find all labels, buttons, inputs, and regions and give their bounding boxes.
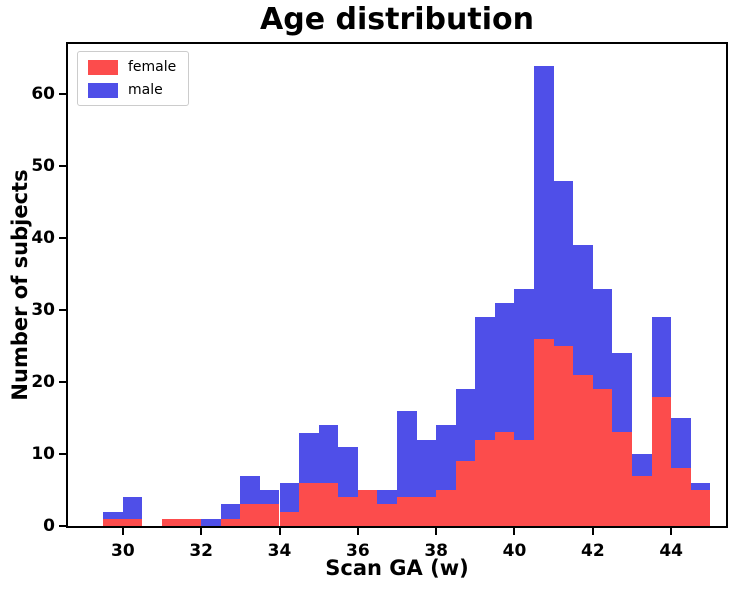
bar-segment-female [338,497,358,526]
x-tick-mark [200,528,203,535]
y-tick-label: 40 [31,228,55,249]
bar-segment-male [455,389,476,462]
bar-segment-female [592,389,613,526]
bar-segment-female [475,439,495,526]
bar-segment-female [416,497,437,526]
bar-segment-female [671,468,691,526]
bar-segment-male [475,317,495,440]
bar-segment-male [299,432,319,483]
bar-segment-male [494,303,515,433]
bar-segment-male [377,490,397,505]
y-tick-label: 10 [31,444,55,465]
y-tick-label: 0 [43,516,55,536]
bar-segment-female [357,490,378,526]
bar-segment-male [201,518,221,526]
legend: female male [77,51,190,106]
bar-segment-male [259,490,280,505]
y-tick-label: 30 [31,300,55,321]
x-tick-mark [278,528,281,535]
bar-segment-female [651,396,672,526]
bar-segment-female [259,504,280,526]
bar-segment-female [299,482,319,526]
bar-segment-female [279,511,300,526]
bar-segment-male [416,439,437,498]
y-tick-label: 60 [31,84,55,105]
bar-segment-female [240,504,260,526]
legend-label-male: male [128,82,163,98]
bar-segment-male [690,482,711,491]
y-tick-label: 20 [31,372,55,393]
bar-segment-male [103,511,123,519]
x-tick-label: 38 [424,541,448,561]
bar-segment-female [553,346,574,526]
bar-segment-female [122,518,143,526]
x-tick-label: 42 [580,541,605,561]
y-axis-label: Number of subjects [8,169,32,401]
bar-segment-male [397,410,417,498]
bar-segment-male [632,454,652,476]
bar-segment-female [612,432,632,526]
x-tick-mark [121,528,124,535]
x-tick-mark [670,528,673,535]
bar-segment-female [103,518,123,526]
bar-segment-male [573,245,593,375]
bar-segment-female [573,374,593,526]
bar-segment-female [690,490,711,526]
bar-segment-male [553,180,574,347]
y-tick-mark [59,93,66,96]
y-tick-label: 50 [31,156,55,177]
bar-segment-male [318,425,339,483]
legend-swatch-male [88,82,118,98]
bar-segment-male [592,288,613,390]
bar-segment-male [338,446,358,498]
bar-segment-male [220,504,241,519]
y-tick-mark [59,453,66,456]
x-tick-label: 32 [189,541,213,561]
x-tick-label: 36 [345,541,370,561]
bar-segment-male [514,288,535,440]
legend-label-female: female [128,59,177,75]
y-tick-mark [59,381,66,384]
y-tick-mark [59,525,66,527]
x-tick-mark [435,528,438,535]
x-tick-mark [591,528,594,535]
x-tick-label: 40 [502,541,527,561]
bar-segment-female [220,518,241,526]
x-tick-label: 34 [267,541,292,561]
x-axis-label: Scan GA (w) [325,556,469,580]
y-tick-mark [59,309,66,312]
bar-segment-male [436,425,456,491]
legend-entry-male: male [88,82,176,98]
y-tick-mark [59,237,66,240]
chart-title: Age distribution [260,2,534,37]
plot-area: female male 30 32 34 36 38 40 42 44 0 10 20 30 40 50 6… [31,42,728,561]
bar-segment-female [455,461,476,526]
bar-segment-female [397,497,417,526]
bar-segment-female [318,482,339,526]
x-tick-label: 30 [110,541,135,561]
legend-entry-female: female [88,59,176,75]
bar-segment-male [651,317,672,397]
x-tick-mark [513,528,516,535]
bar-segment-female [494,432,515,526]
bar-segment-female [436,490,456,526]
legend-swatch-female [88,59,118,75]
bar-segment-male [671,418,691,469]
y-tick-mark [59,165,66,168]
bar-segment-female [534,338,554,526]
bar-segment-male [534,65,554,339]
bar-segment-male [279,482,300,512]
bar-segment-female [181,518,202,526]
x-tick-mark [356,528,359,535]
bar-segment-female [162,518,182,526]
bar-segment-female [632,475,652,526]
bar-segment-male [612,353,632,433]
x-tick-label: 44 [659,541,683,561]
bar-segment-female [514,439,535,526]
bar-segment-female [377,504,397,526]
bar-segment-male [122,497,143,519]
bar-segment-male [240,475,260,505]
